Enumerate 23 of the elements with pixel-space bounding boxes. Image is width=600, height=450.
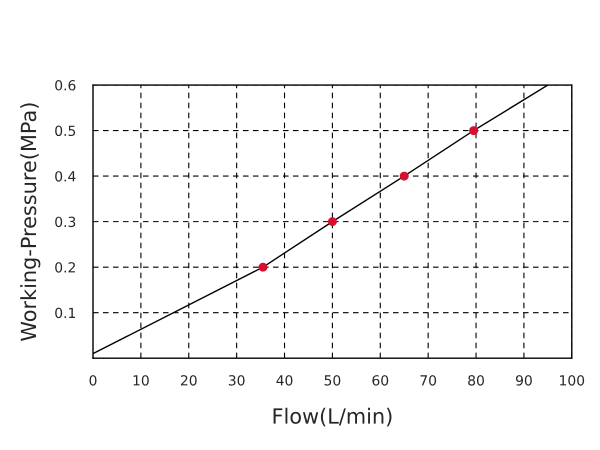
point [328, 217, 337, 226]
y-tick-label: 0.6 [55, 80, 76, 91]
y-axis-title: Working-Pressure(MPa) [20, 103, 40, 341]
x-tick-label: 40 [276, 375, 292, 386]
y-tick-label: 0.5 [55, 126, 76, 136]
x-tick-label: 50 [324, 375, 340, 386]
y-tick-label: 0.1 [55, 308, 76, 318]
x-tick-label: 20 [180, 375, 197, 386]
point [469, 126, 478, 136]
x-tick-label: 80 [468, 375, 484, 386]
y-tick-label: 0.4 [55, 171, 76, 182]
x-tick-label: 90 [516, 375, 532, 386]
x-tick-label: 70 [420, 375, 436, 386]
point [400, 172, 409, 181]
x-tick-label: 60 [372, 375, 388, 386]
y-tick-label: 0.3 [55, 216, 76, 228]
x-tick-label: 30 [228, 375, 245, 386]
x-tick-label: 100 [560, 375, 584, 386]
point [258, 262, 268, 272]
x-axis-title: Flow(L/min) [274, 408, 392, 426]
x-tick-label: 10 [134, 375, 149, 386]
x-tick-label: 0 [89, 375, 96, 386]
y-tick-label: 0.2 [55, 262, 75, 273]
